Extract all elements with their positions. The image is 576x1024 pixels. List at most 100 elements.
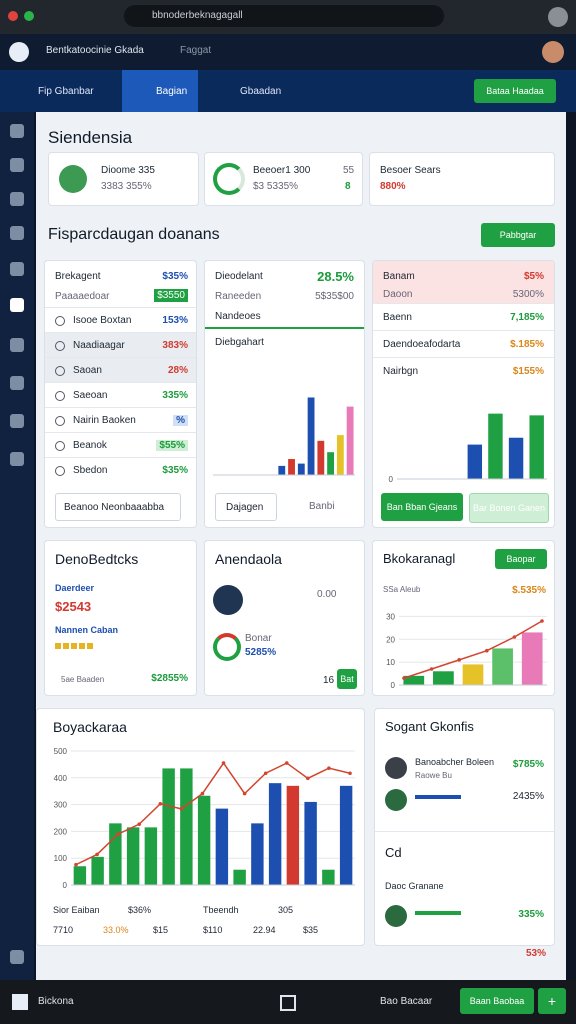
button[interactable]: Banbi xyxy=(309,501,335,512)
stars xyxy=(55,643,95,649)
row-label: Saeoan xyxy=(73,390,108,401)
avatar xyxy=(385,757,407,779)
row-label: Saoan xyxy=(73,365,102,376)
nav-tab[interactable]: Fip Gbanbar xyxy=(38,86,94,97)
panel-sub-value: 5$35$00 xyxy=(315,291,354,302)
nav-tab[interactable]: Gbaadan xyxy=(240,86,282,97)
profile[interactable] xyxy=(548,7,568,27)
row-icon xyxy=(55,466,65,476)
line-point xyxy=(540,619,544,623)
side-icon[interactable] xyxy=(10,124,24,138)
status-row: Nairbgn $155% xyxy=(373,357,554,383)
nav-bar: Fip Gbanbar Bagian Gbaadan Bataa Haadaa xyxy=(0,70,576,112)
button[interactable]: Ban Bban Gjeans xyxy=(381,493,463,521)
bar xyxy=(462,664,484,685)
y-tick-label: 100 xyxy=(54,854,68,863)
browser-bar: bbnoderbeknagagall xyxy=(0,0,576,34)
bar xyxy=(488,413,503,479)
line-point xyxy=(485,648,489,653)
side-icon[interactable] xyxy=(10,298,24,312)
bar xyxy=(317,440,325,475)
button[interactable]: Bat xyxy=(337,669,357,689)
avatar xyxy=(385,905,407,927)
side-icon[interactable] xyxy=(10,376,24,390)
row-value: 335% xyxy=(162,390,188,401)
stock-value: $.535% xyxy=(512,585,546,596)
button[interactable]: Bar Bonen Ganen xyxy=(469,493,549,523)
side-icon[interactable] xyxy=(10,452,24,466)
side-icon[interactable] xyxy=(10,158,24,172)
add-button[interactable]: + xyxy=(538,988,566,1014)
bar xyxy=(521,632,543,685)
progress xyxy=(415,911,461,915)
row-label: Nairin Baoken xyxy=(73,415,136,426)
line-point xyxy=(116,832,120,836)
avatar[interactable] xyxy=(542,41,564,63)
bar xyxy=(307,397,315,475)
y-tick-label: 20 xyxy=(386,635,395,644)
summary-title: Besoer Sears xyxy=(380,165,441,176)
y-tick-label: 0 xyxy=(63,881,68,890)
taskbar-app[interactable]: Bao Bacaar xyxy=(380,996,433,1007)
nav-button[interactable]: Bataa Haadaa xyxy=(474,79,556,103)
taskbar-label: Bickona xyxy=(38,996,74,1007)
side-icon[interactable] xyxy=(10,414,24,428)
person-sub: Raowe Bu xyxy=(415,771,452,780)
summary-card[interactable]: Besoer Sears 880% xyxy=(369,152,555,206)
button[interactable]: Dajagen xyxy=(215,493,277,521)
footer-cell: $110 xyxy=(203,925,223,935)
nav-tab-active[interactable]: Bagian xyxy=(122,70,198,112)
bar xyxy=(304,801,317,885)
side-icon[interactable] xyxy=(10,262,24,276)
url-bar[interactable]: bbnoderbeknagagall xyxy=(124,5,444,27)
window-icon[interactable] xyxy=(280,995,296,1011)
status-panel: Banam $5% Daoon 5300% Baenn 7,185% Daendoe… xyxy=(372,260,555,528)
side-icon[interactable] xyxy=(10,338,24,352)
url: bbnoderbeknagagall xyxy=(152,10,243,21)
side-icon[interactable] xyxy=(10,226,24,240)
ring xyxy=(213,633,241,661)
y-tick-label: 10 xyxy=(386,658,395,667)
maximize[interactable] xyxy=(24,11,34,21)
summary-title: Beeoer1 300 xyxy=(253,165,311,176)
bar xyxy=(467,444,483,479)
summary-card: Beeoer1 300 $3 5335% 55 8 xyxy=(204,152,363,206)
bar xyxy=(286,785,300,885)
divider xyxy=(375,831,554,832)
y-tick-label: 0 xyxy=(389,475,394,484)
taskbar-button[interactable]: Baan Baobaa xyxy=(460,988,534,1014)
row-label: Sbedon xyxy=(73,465,108,476)
card-title: Sogant Gkonfis xyxy=(385,719,474,734)
select[interactable]: Beanoo Neonbaaabba xyxy=(55,493,181,521)
big-footer: Sior Eaiban $36% Tbeendh 305 7710 33.0% $15 $11… xyxy=(53,905,353,945)
button[interactable]: Baopar xyxy=(495,549,547,569)
bar xyxy=(233,869,246,885)
start[interactable] xyxy=(12,994,28,1010)
card-title: Boyackaraa xyxy=(53,719,127,735)
panel-sub: Raneeden xyxy=(215,291,262,302)
avatar-value: 0.00 xyxy=(317,589,337,600)
bar xyxy=(268,783,282,885)
person-value: $785% xyxy=(512,759,544,770)
side-icon[interactable] xyxy=(10,192,24,206)
progress xyxy=(415,795,461,799)
section-button[interactable]: Pabbgtar xyxy=(481,223,555,247)
button-label: Dajagen xyxy=(226,502,264,513)
close[interactable] xyxy=(8,11,18,21)
bar-chart xyxy=(213,397,355,476)
deals-value: $2543 xyxy=(55,599,92,614)
side-icon[interactable] xyxy=(10,950,24,964)
list-row: Saeoan 335% xyxy=(45,382,196,408)
person-value: 2435% xyxy=(512,791,544,802)
summary-side: 8 xyxy=(345,181,351,192)
summary-value: 3383 355% xyxy=(101,181,152,192)
row-label: Naadiaagar xyxy=(73,340,125,351)
panel-header: Banam xyxy=(383,271,415,282)
section-title: Cd xyxy=(385,845,402,860)
deals-link[interactable]: Nannen Caban xyxy=(55,625,119,635)
logo[interactable] xyxy=(9,42,29,62)
summary-value: 880% xyxy=(380,181,406,192)
main: Siendensia Dioome 335 3383 355% Beeoer1 … xyxy=(36,112,566,980)
footer-cell: 7710 xyxy=(53,925,74,935)
panel-header-value: $35% xyxy=(162,271,188,282)
